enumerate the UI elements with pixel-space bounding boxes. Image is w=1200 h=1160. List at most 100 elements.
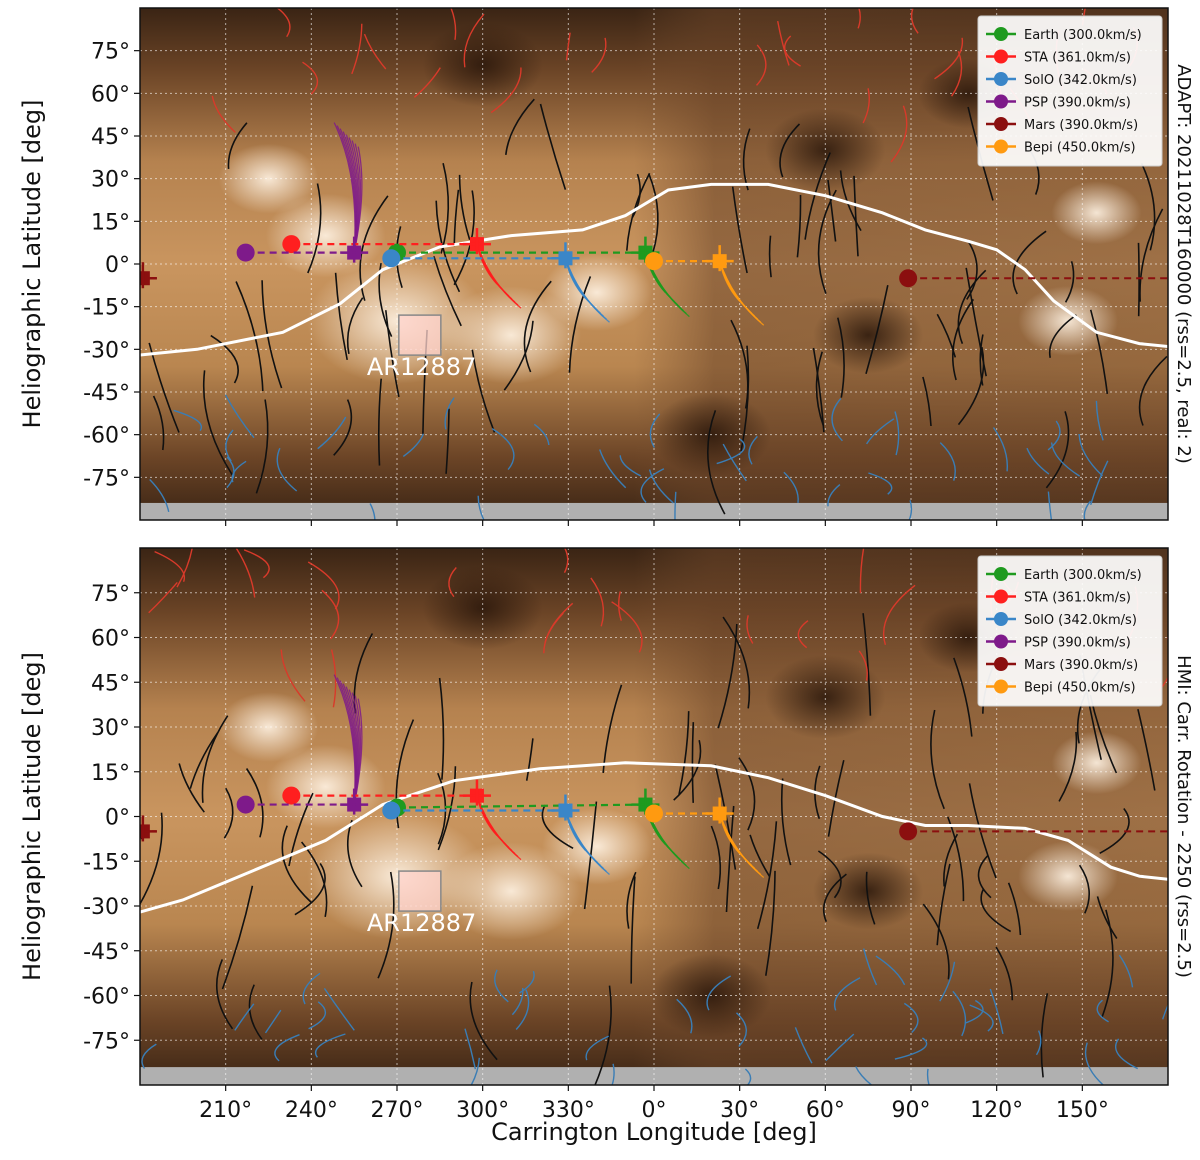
closed-field-line <box>1007 882 1022 936</box>
legend-item: Bepi (450.0km/s) <box>986 139 1136 156</box>
open-field-line-negative <box>470 1057 480 1085</box>
open-field-line-negative <box>825 1033 855 1062</box>
closed-field-line <box>189 732 219 789</box>
footpoint-field-line <box>476 243 522 309</box>
connection-line <box>396 803 646 809</box>
closed-field-line <box>977 855 992 899</box>
open-field-line-negative <box>969 1004 994 1032</box>
closed-field-line <box>995 946 1014 1001</box>
y-tick-label: 75° <box>91 40 130 65</box>
y-tick-label: -30° <box>83 895 130 920</box>
closed-field-line <box>827 179 837 242</box>
closed-field-line <box>1078 864 1090 914</box>
footpoint-field-line <box>719 260 765 326</box>
closed-field-line <box>471 349 496 433</box>
legend-label: STA (361.0km/s) <box>1024 591 1131 606</box>
closed-field-line <box>523 280 552 373</box>
open-field-line-positive <box>591 37 607 73</box>
closed-field-line <box>837 317 845 398</box>
spacecraft-psp <box>236 788 369 815</box>
x-tick-label: 240° <box>285 1098 338 1123</box>
closed-field-line <box>1139 208 1164 302</box>
bright-region <box>307 257 487 384</box>
open-field-line-negative <box>444 397 455 430</box>
open-field-line-positive <box>565 32 571 61</box>
closed-field-line <box>458 174 471 241</box>
dark-region <box>813 296 924 374</box>
y-tick-label: 15° <box>91 761 130 786</box>
x-tick-label: 210° <box>199 1098 252 1123</box>
open-field-line-negative <box>619 455 642 477</box>
closed-field-line <box>440 163 450 254</box>
open-field-line-positive <box>154 550 186 582</box>
x-tick-label: 300° <box>456 1098 509 1123</box>
missing-data-strip <box>140 1067 1168 1085</box>
legend-item: PSP (390.0km/s) <box>986 94 1131 111</box>
spacecraft-marker <box>899 822 918 841</box>
open-field-line-negative <box>315 1033 346 1058</box>
open-field-line-negative <box>226 456 235 489</box>
closed-field-line <box>980 889 1012 933</box>
open-field-line-negative <box>1095 400 1104 441</box>
open-field-line-negative <box>648 469 674 504</box>
closed-field-line <box>630 876 636 984</box>
open-field-line-negative <box>903 1002 919 1034</box>
open-field-line-negative <box>264 1009 282 1034</box>
open-field-line-positive <box>243 549 270 579</box>
closed-field-line <box>839 170 862 232</box>
closed-field-line <box>626 871 637 929</box>
y-tick-label: 75° <box>91 582 130 607</box>
spacecraft-marker <box>645 804 663 823</box>
spacecraft-psp <box>236 236 369 263</box>
closed-field-line <box>307 183 322 274</box>
closed-field-line <box>817 189 837 294</box>
open-field-line-negative <box>827 484 841 507</box>
x-tick-label: 120° <box>970 1098 1023 1123</box>
open-field-line-positive <box>882 584 916 646</box>
open-field-line-positive <box>1158 637 1168 691</box>
closed-field-line <box>1137 709 1156 791</box>
open-field-line-negative <box>748 435 758 465</box>
y-tick-label: -15° <box>83 296 130 321</box>
legend-marker <box>994 117 1008 131</box>
panel-side-title: HMI: Carr. Rotation - 2250 (rss=2.5) <box>1173 655 1194 978</box>
closed-field-line <box>333 399 353 456</box>
closed-field-line <box>710 825 722 890</box>
x-tick-label: 30° <box>720 1098 759 1123</box>
open-field-line-negative <box>1096 999 1109 1023</box>
open-field-line-positive <box>910 8 919 34</box>
open-field-line-negative <box>736 1012 747 1047</box>
closed-field-line <box>678 711 690 795</box>
closed-field-line <box>1064 261 1075 303</box>
open-field-line-negative <box>834 977 861 1011</box>
closed-field-line <box>216 959 234 1030</box>
open-field-line-negative <box>794 1027 813 1064</box>
open-field-line-negative <box>894 411 900 456</box>
open-field-line-negative <box>1078 433 1103 477</box>
open-field-line-negative <box>515 989 530 1030</box>
open-field-line-positive <box>413 67 441 98</box>
y-tick-label: 45° <box>91 671 130 696</box>
open-field-line-positive <box>858 650 868 681</box>
legend-label: SolO (342.0km/s) <box>1024 613 1137 628</box>
open-field-line-positive <box>590 577 605 627</box>
open-field-line-positive <box>797 620 809 649</box>
open-field-line-negative <box>855 1066 873 1085</box>
closed-field-line <box>438 677 445 780</box>
legend-item: Earth (300.0km/s) <box>986 27 1142 43</box>
closed-field-line <box>201 715 229 803</box>
legend-label: Earth (300.0km/s) <box>1024 28 1142 43</box>
legend-marker <box>994 657 1008 671</box>
legend-item: Mars (390.0km/s) <box>986 657 1138 673</box>
closed-field-line <box>453 189 460 247</box>
closed-field-line <box>525 738 534 781</box>
closed-field-line <box>1138 355 1168 426</box>
closed-field-line <box>1137 242 1140 317</box>
open-field-line-negative <box>866 418 895 445</box>
closed-field-line <box>953 657 973 737</box>
closed-field-line <box>815 351 825 427</box>
closed-field-line <box>281 825 313 904</box>
closed-field-line <box>930 709 945 810</box>
open-field-line-negative <box>274 1034 300 1062</box>
y-tick-label: 15° <box>91 210 130 235</box>
